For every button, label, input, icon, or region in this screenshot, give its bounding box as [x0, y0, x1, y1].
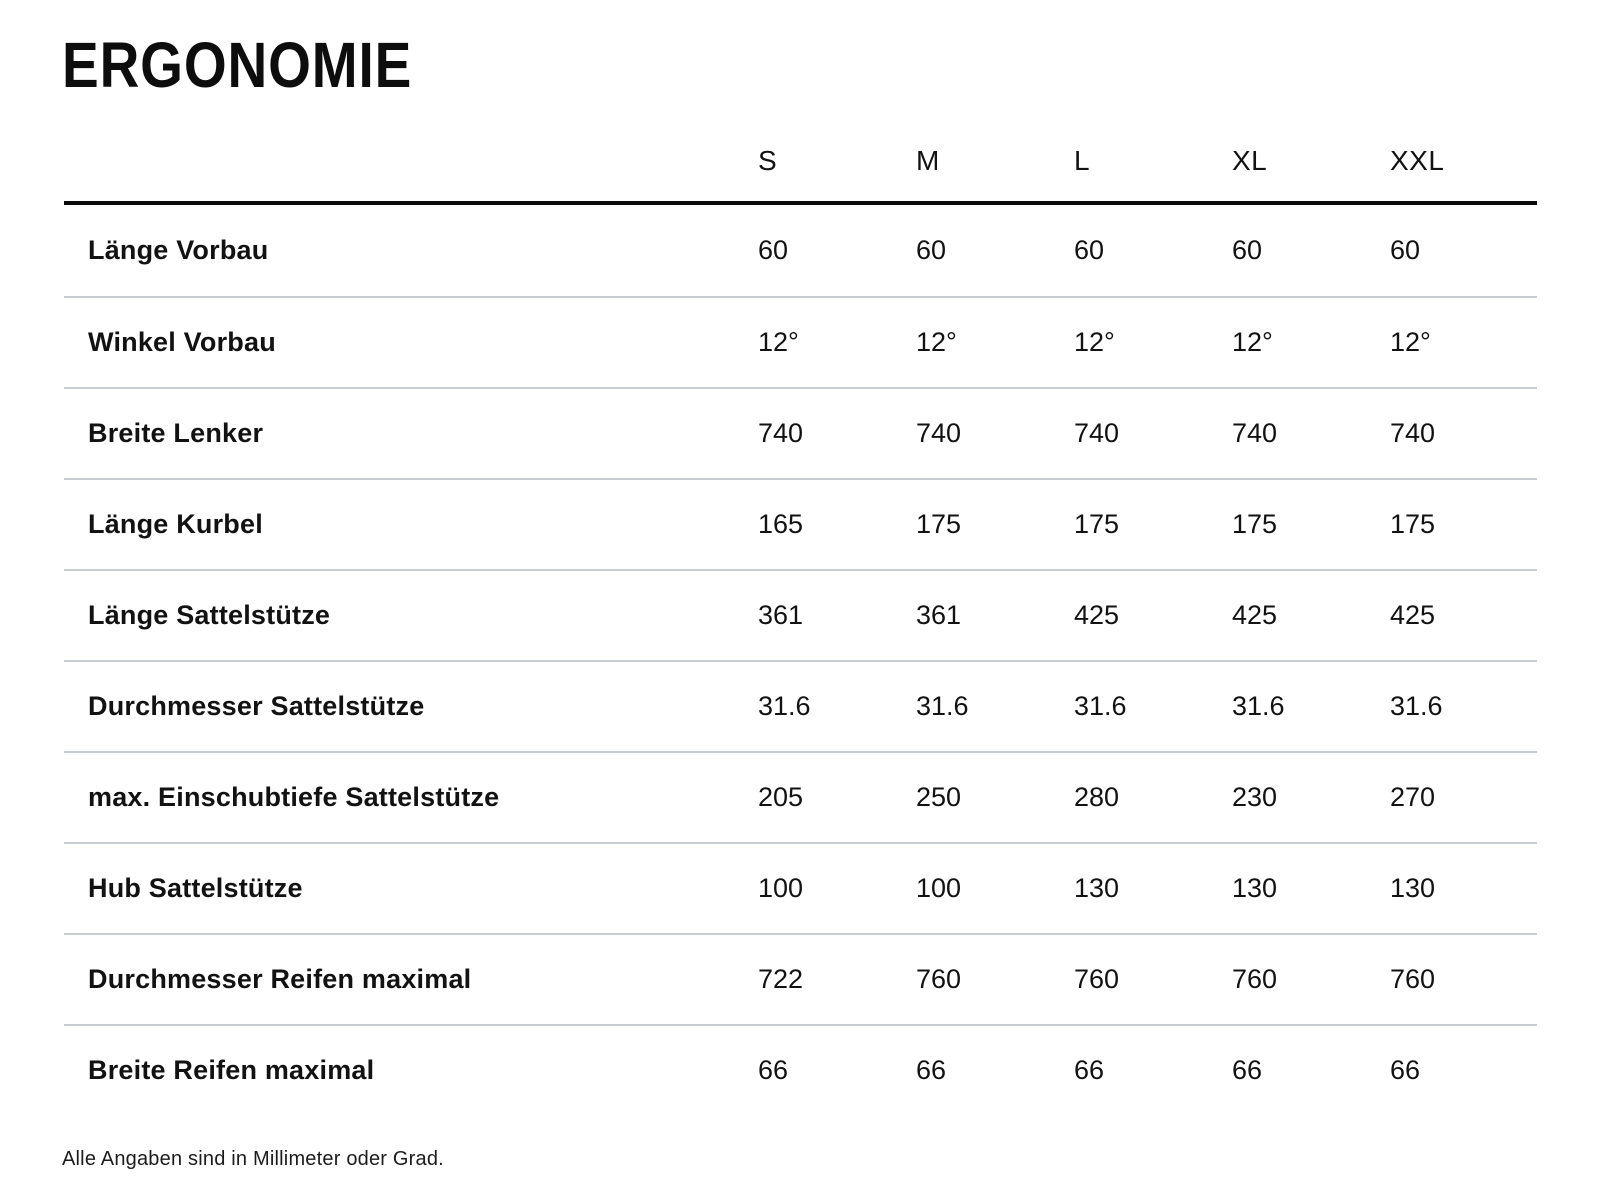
- cell-value: 130: [1074, 873, 1120, 903]
- column-header-xl: XL: [1232, 144, 1268, 176]
- table-row: Breite Lenker 740 740 740 740 740: [64, 387, 1537, 478]
- table-row: max. Einschubtiefe Sattelstütze 205 250 …: [64, 751, 1537, 842]
- cell-value: 100: [916, 873, 962, 903]
- cell-value: 31.6: [916, 691, 969, 721]
- cell-value: 31.6: [1074, 691, 1127, 721]
- cell-value: 760: [1390, 964, 1436, 994]
- cell-value: 270: [1390, 782, 1436, 812]
- cell-value: 175: [916, 509, 962, 539]
- cell-value: 205: [758, 782, 804, 812]
- cell-value: 425: [1390, 600, 1436, 630]
- row-label: Durchmesser Sattelstütze: [88, 691, 425, 721]
- cell-value: 722: [758, 964, 804, 994]
- cell-value: 175: [1390, 509, 1436, 539]
- cell-value: 425: [1074, 600, 1120, 630]
- table-row: Länge Vorbau 60 60 60 60 60: [64, 205, 1537, 296]
- row-label: Länge Vorbau: [88, 235, 269, 265]
- cell-value: 175: [1074, 509, 1120, 539]
- table-row: Durchmesser Reifen maximal 722 760 760 7…: [64, 933, 1537, 1024]
- cell-value: 66: [1074, 1055, 1105, 1085]
- row-label: Hub Sattelstütze: [88, 873, 303, 903]
- cell-value: 100: [758, 873, 804, 903]
- table-row: Länge Sattelstütze 361 361 425 425 425: [64, 569, 1537, 660]
- cell-value: 60: [1074, 235, 1105, 265]
- cell-value: 31.6: [1390, 691, 1443, 721]
- row-label: Winkel Vorbau: [88, 327, 276, 357]
- page-title: ERGONOMIE: [62, 28, 413, 101]
- cell-value: 60: [1232, 235, 1263, 265]
- row-label: Durchmesser Reifen maximal: [88, 964, 472, 994]
- cell-value: 760: [1074, 964, 1120, 994]
- row-label: Breite Reifen maximal: [88, 1055, 375, 1085]
- cell-value: 60: [916, 235, 947, 265]
- column-header-m: M: [916, 144, 940, 176]
- cell-value: 130: [1390, 873, 1436, 903]
- row-label: Länge Sattelstütze: [88, 600, 331, 630]
- table-row: Hub Sattelstütze 100 100 130 130 130: [64, 842, 1537, 933]
- units-footnote: Alle Angaben sind in Millimeter oder Gra…: [62, 1148, 444, 1170]
- cell-value: 12°: [758, 327, 799, 357]
- row-label: Breite Lenker: [88, 418, 264, 448]
- cell-value: 740: [1074, 418, 1120, 448]
- cell-value: 165: [758, 509, 804, 539]
- cell-value: 12°: [916, 327, 957, 357]
- cell-value: 740: [758, 418, 804, 448]
- cell-value: 760: [1232, 964, 1278, 994]
- cell-value: 66: [758, 1055, 789, 1085]
- cell-value: 31.6: [758, 691, 811, 721]
- column-header-s: S: [758, 144, 778, 176]
- cell-value: 60: [1390, 235, 1421, 265]
- cell-value: 740: [1390, 418, 1436, 448]
- cell-value: 66: [916, 1055, 947, 1085]
- column-header-l: L: [1074, 144, 1091, 176]
- cell-value: 250: [916, 782, 962, 812]
- row-label: max. Einschubtiefe Sattelstütze: [88, 782, 500, 812]
- cell-value: 175: [1232, 509, 1278, 539]
- cell-value: 740: [1232, 418, 1278, 448]
- cell-value: 12°: [1074, 327, 1115, 357]
- row-label: Länge Kurbel: [88, 509, 263, 539]
- cell-value: 66: [1390, 1055, 1421, 1085]
- cell-value: 66: [1232, 1055, 1263, 1085]
- table-header-row: S M L XL XXL: [64, 120, 1537, 205]
- cell-value: 31.6: [1232, 691, 1285, 721]
- cell-value: 12°: [1390, 327, 1431, 357]
- cell-value: 60: [758, 235, 789, 265]
- table-row: Durchmesser Sattelstütze 31.6 31.6 31.6 …: [64, 660, 1537, 751]
- table-row: Breite Reifen maximal 66 66 66 66 66: [64, 1024, 1537, 1115]
- table-row: Länge Kurbel 165 175 175 175 175: [64, 478, 1537, 569]
- table-row: Winkel Vorbau 12° 12° 12° 12° 12°: [64, 296, 1537, 387]
- cell-value: 425: [1232, 600, 1278, 630]
- cell-value: 361: [758, 600, 804, 630]
- cell-value: 12°: [1232, 327, 1273, 357]
- cell-value: 280: [1074, 782, 1120, 812]
- cell-value: 740: [916, 418, 962, 448]
- cell-value: 230: [1232, 782, 1278, 812]
- column-header-xxl: XXL: [1390, 144, 1445, 176]
- cell-value: 760: [916, 964, 962, 994]
- ergonomics-size-table: S M L XL XXL Länge Vorbau 60 60 60 60 60…: [64, 120, 1537, 1115]
- cell-value: 130: [1232, 873, 1278, 903]
- cell-value: 361: [916, 600, 962, 630]
